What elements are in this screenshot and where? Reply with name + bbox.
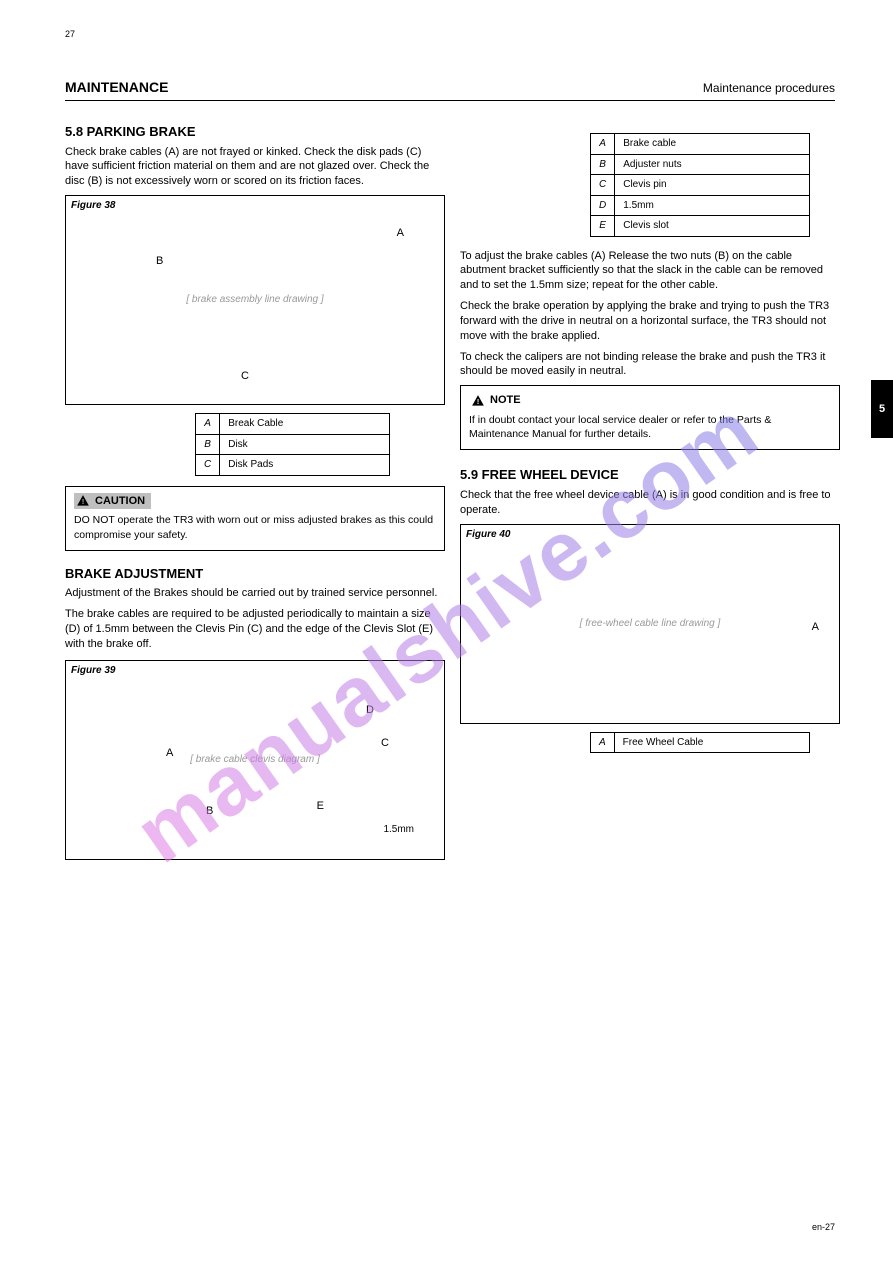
cell: Clevis slot <box>615 216 810 237</box>
header-rule <box>65 100 835 101</box>
heading-parking-brake: 5.8 PARKING BRAKE <box>65 123 445 141</box>
table-row: AFree Wheel Cable <box>591 732 810 753</box>
cell: Adjuster nuts <box>615 154 810 175</box>
table-row: BDisk <box>196 434 390 455</box>
cell: D <box>591 195 615 216</box>
figure-39: Figure 39 A B C D E 1.5mm [ brake cable … <box>65 660 445 860</box>
left-column: 5.8 PARKING BRAKE Check brake cables (A)… <box>65 115 445 860</box>
header-subsection: Maintenance procedures <box>703 80 835 96</box>
paragraph: Check that the free wheel device cable (… <box>460 488 840 518</box>
note-box: ! NOTE If in doubt contact your local se… <box>460 385 840 450</box>
heading-brake-adjustment: BRAKE ADJUSTMENT <box>65 565 445 583</box>
note-header: ! NOTE <box>469 392 523 409</box>
table-row: D1.5mm <box>591 195 810 216</box>
table-row: CClevis pin <box>591 175 810 196</box>
table-row: BAdjuster nuts <box>591 154 810 175</box>
paragraph: Check brake cables (A) are not frayed or… <box>65 145 445 190</box>
table-row: ABreak Cable <box>196 414 390 435</box>
figure-placeholder: [ brake assembly line drawing ] <box>66 196 444 404</box>
cell: Break Cable <box>220 414 390 435</box>
paragraph: Adjustment of the Brakes should be carri… <box>65 586 445 601</box>
cell: B <box>591 154 615 175</box>
caution-header: ! CAUTION <box>74 493 151 510</box>
cell: A <box>196 414 220 435</box>
page-number-top: 27 <box>65 28 75 40</box>
note-label: NOTE <box>490 393 521 408</box>
table-row: EClevis slot <box>591 216 810 237</box>
svg-text:!: ! <box>477 399 479 406</box>
figure-40: Figure 40 A [ free-wheel cable line draw… <box>460 524 840 724</box>
table-fig39: ABrake cable BAdjuster nuts CClevis pin … <box>590 133 810 237</box>
cell: Disk <box>220 434 390 455</box>
paragraph: The brake cables are required to be adju… <box>65 607 445 652</box>
table-row: ABrake cable <box>591 134 810 155</box>
section-tab: 5 <box>871 380 893 438</box>
cell: C <box>196 455 220 476</box>
warning-icon: ! <box>76 494 90 508</box>
figure-placeholder: [ brake cable clevis diagram ] <box>66 661 444 859</box>
caution-box: ! CAUTION DO NOT operate the TR3 with wo… <box>65 486 445 551</box>
cell: C <box>591 175 615 196</box>
note-text: If in doubt contact your local service d… <box>469 413 831 441</box>
caution-label: CAUTION <box>95 494 145 509</box>
svg-text:!: ! <box>82 499 84 506</box>
table-fig40: AFree Wheel Cable <box>590 732 810 754</box>
paragraph: To check the calipers are not binding re… <box>460 350 840 380</box>
table-row: CDisk Pads <box>196 455 390 476</box>
table-fig38: ABreak Cable BDisk CDisk Pads <box>195 413 390 476</box>
cell: Brake cable <box>615 134 810 155</box>
right-column: ABrake cable BAdjuster nuts CClevis pin … <box>460 115 840 753</box>
heading-free-wheel: 5.9 FREE WHEEL DEVICE <box>460 466 840 484</box>
cell: Free Wheel Cable <box>614 732 809 753</box>
cell: A <box>591 732 615 753</box>
warning-icon: ! <box>471 394 485 408</box>
caution-text: DO NOT operate the TR3 with worn out or … <box>74 513 436 541</box>
cell: Clevis pin <box>615 175 810 196</box>
figure-placeholder: [ free-wheel cable line drawing ] <box>461 525 839 723</box>
figure-38: Figure 38 A B C [ brake assembly line dr… <box>65 195 445 405</box>
cell: E <box>591 216 615 237</box>
page-number-bottom: en-27 <box>812 1221 835 1233</box>
header-section: MAINTENANCE <box>65 78 168 97</box>
paragraph: To adjust the brake cables (A) Release t… <box>460 249 840 294</box>
paragraph: Check the brake operation by applying th… <box>460 299 840 344</box>
cell: 1.5mm <box>615 195 810 216</box>
cell: B <box>196 434 220 455</box>
cell: Disk Pads <box>220 455 390 476</box>
cell: A <box>591 134 615 155</box>
